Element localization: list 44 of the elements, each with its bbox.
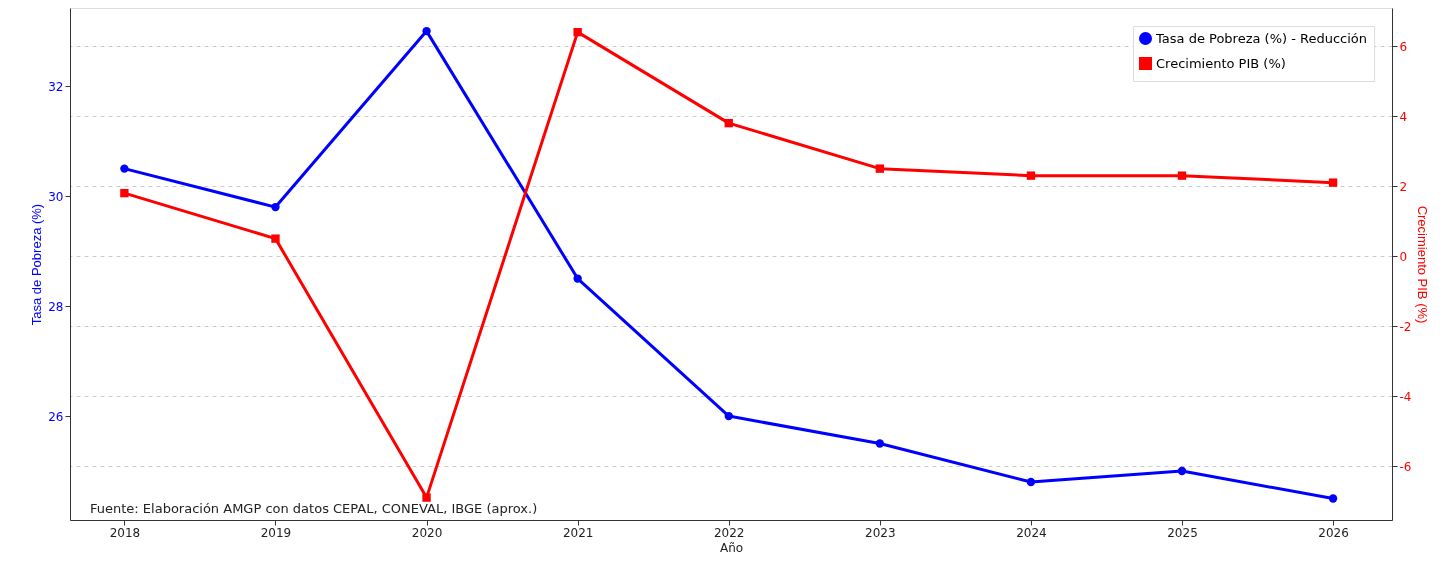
y2-axis-title: Crecimiento PIB (%)	[1415, 205, 1431, 324]
y2-tick-label: 4	[1399, 109, 1408, 124]
point	[1026, 171, 1036, 180]
y-axis-title: Tasa de Pobreza (%)	[29, 203, 45, 326]
x-tick-label: 2024	[1016, 525, 1047, 540]
point	[1177, 466, 1187, 476]
x-tick-label: 2026	[1318, 525, 1349, 540]
point	[724, 118, 733, 128]
point	[271, 234, 280, 243]
point	[120, 188, 129, 198]
y-tick-label: 28	[48, 299, 64, 314]
x-tick-label: 2025	[1167, 525, 1198, 540]
point	[1026, 477, 1036, 487]
x-tick-label: 2021	[562, 525, 594, 540]
point	[573, 27, 582, 37]
x-tick-label: 2022	[713, 525, 745, 540]
point	[875, 439, 884, 448]
y2-tick-label: 0	[1399, 249, 1408, 264]
x-tick-label: 2018	[109, 525, 141, 540]
y2-tick-label: -4	[1399, 389, 1412, 404]
point	[1328, 494, 1338, 503]
point	[875, 164, 884, 173]
point	[422, 493, 431, 502]
x-tick-label: 2023	[865, 525, 896, 540]
y2-tick-label: 2	[1399, 179, 1408, 194]
point	[724, 411, 733, 421]
point	[1328, 178, 1338, 187]
x-axis-title: Año	[719, 540, 744, 555]
point	[1177, 171, 1187, 180]
point	[120, 164, 129, 173]
point	[271, 202, 280, 212]
y2-tick-label: -6	[1399, 459, 1412, 474]
legend-label: Crecimiento PIB (%)	[1156, 55, 1286, 71]
point	[573, 274, 582, 283]
point	[422, 26, 431, 36]
x-tick-label: 2019	[260, 525, 292, 540]
x-tick-label: 2020	[411, 525, 443, 540]
legend-label: Tasa de Pobreza (%) - Reducción	[1155, 30, 1368, 46]
y2-tick-label: -2	[1399, 319, 1412, 334]
y-tick-label: 32	[48, 79, 64, 94]
y-tick-label: 30	[48, 189, 64, 204]
y2-tick-label: 6	[1399, 39, 1408, 54]
annotation: Fuente: Elaboración AMGP con datos CEPAL, CONEVAL, IBGE (aprox.)	[90, 501, 538, 516]
y-tick-label: 26	[48, 409, 64, 424]
